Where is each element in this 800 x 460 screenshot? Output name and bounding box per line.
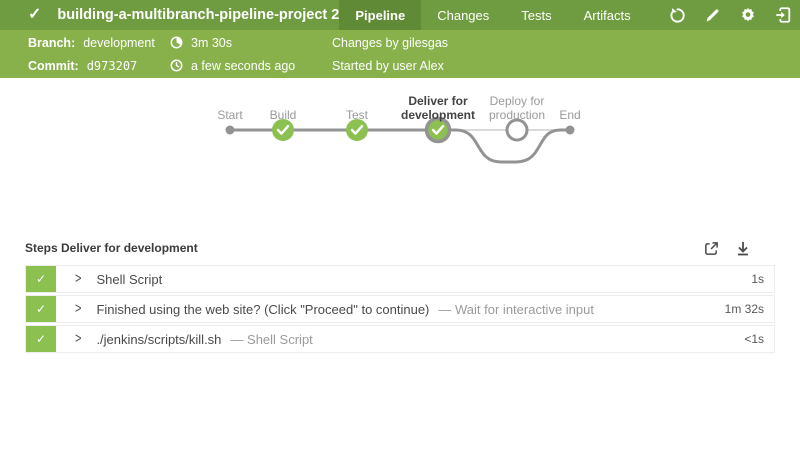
step-row[interactable]: ✓ > Shell Script 1s	[25, 265, 775, 293]
cause-column: Changes by gilesgas Started by user Alex	[332, 34, 448, 75]
changes-by-text: Changes by gilesgas	[332, 35, 449, 50]
steps-heading: Steps Deliver for development	[25, 241, 198, 255]
step-row[interactable]: ✓ > ./jenkins/scripts/kill.sh — Shell Sc…	[25, 325, 775, 353]
step-status-success: ✓	[26, 266, 56, 292]
steps-header: Steps Deliver for development	[25, 240, 775, 256]
exit-to-app-icon[interactable]	[772, 4, 794, 26]
tab-bar: Pipeline Changes Tests Artifacts	[339, 0, 646, 30]
check-icon: ✓	[35, 272, 47, 286]
chevron-right-icon[interactable]: >	[75, 271, 82, 287]
commit-label: Commit:	[28, 58, 79, 73]
clock-icon	[170, 59, 183, 72]
stage-node-start[interactable]	[225, 125, 235, 135]
step-title: Finished using the web site? (Click "Pro…	[96, 301, 430, 317]
step-subtitle: — Wait for interactive input	[438, 301, 594, 317]
step-title: Shell Script	[96, 271, 163, 287]
tab-artifacts[interactable]: Artifacts	[583, 7, 631, 23]
duration-value: 3m 30s	[191, 35, 232, 50]
stage-label-end: End	[559, 108, 581, 123]
chevron-right-icon[interactable]: >	[75, 331, 82, 347]
step-status-success: ✓	[26, 296, 56, 322]
stage-label-deliver-for-development: Deliver for development	[400, 94, 475, 123]
download-log-icon[interactable]	[735, 240, 751, 256]
stage-label-start: Start	[217, 108, 243, 123]
time-ago-value: a few seconds ago	[191, 58, 296, 73]
steps-header-icons	[703, 240, 775, 256]
tab-tests[interactable]: Tests	[521, 7, 552, 23]
bypass-connector-curve	[438, 128, 570, 164]
branch-value: development	[83, 35, 155, 50]
run-status-check-icon: ✓	[28, 6, 42, 23]
duration-icon	[170, 36, 183, 49]
top-bar-actions: Logout ✕	[647, 4, 800, 26]
started-by-text: Started by user Alex	[332, 58, 444, 73]
step-title: ./jenkins/scripts/kill.sh	[96, 331, 222, 347]
run-title: building-a-multibranch-pipeline-project …	[57, 7, 340, 23]
branch-commit-column: Branch: development Commit: d973207	[28, 34, 170, 75]
tab-changes[interactable]: Changes	[437, 7, 490, 23]
stage-node-build[interactable]	[272, 119, 294, 141]
step-subtitle: — Shell Script	[230, 331, 313, 347]
edit-pencil-icon[interactable]	[702, 4, 724, 26]
stage-node-deploy-for-production[interactable]	[505, 118, 529, 142]
tab-pipeline[interactable]: Pipeline	[339, 0, 422, 30]
step-status-success: ✓	[26, 326, 56, 352]
time-column: 3m 30s a few seconds ago	[170, 34, 332, 75]
pipeline-graph: Start Build Test Deliver for development…	[210, 92, 590, 180]
steps-section: Steps Deliver for development ✓ >	[25, 240, 775, 353]
stage-label-test: Test	[345, 108, 368, 123]
check-icon	[431, 125, 445, 135]
check-icon	[350, 125, 364, 135]
run-info-bar: Branch: development Commit: d973207 3m 3…	[0, 30, 800, 78]
step-duration: 1s	[751, 272, 764, 286]
top-bar: ✓ building-a-multibranch-pipeline-projec…	[0, 0, 800, 30]
branch-label: Branch:	[28, 35, 76, 50]
stage-node-test[interactable]	[346, 119, 368, 141]
stage-node-end[interactable]	[565, 125, 575, 135]
check-icon: ✓	[35, 302, 47, 316]
step-duration: <1s	[744, 332, 764, 346]
check-icon: ✓	[35, 332, 47, 346]
check-icon	[276, 125, 290, 135]
stage-node-deliver-for-development[interactable]	[424, 116, 452, 144]
stage-label-build: Build	[269, 108, 297, 123]
step-row[interactable]: ✓ > Finished using the web site? (Click …	[25, 295, 775, 323]
step-duration: 1m 32s	[724, 302, 764, 316]
stage-label-deploy-for-production: Deploy for production	[488, 94, 546, 123]
chevron-right-icon[interactable]: >	[75, 301, 82, 317]
open-in-new-window-icon[interactable]	[703, 240, 719, 256]
settings-gear-icon[interactable]	[737, 4, 759, 26]
commit-value: d973207	[86, 58, 138, 73]
rerun-icon[interactable]	[667, 4, 689, 26]
